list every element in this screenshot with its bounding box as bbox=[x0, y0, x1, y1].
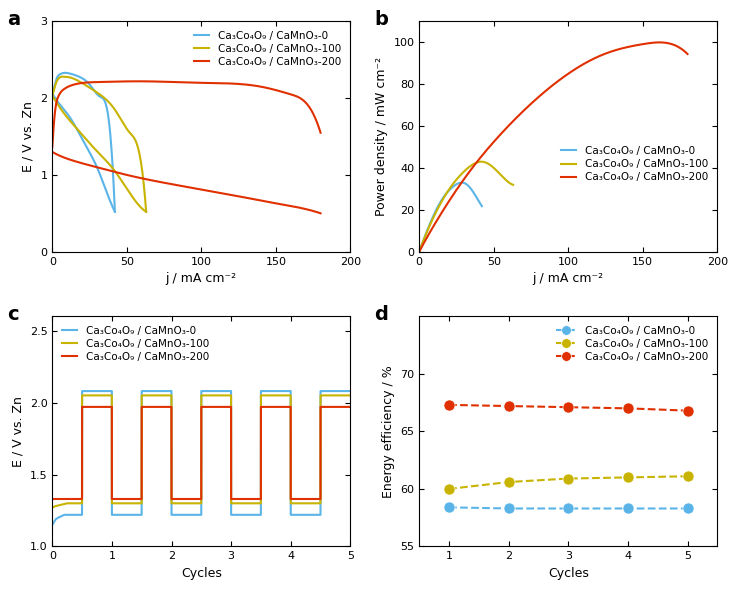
Legend: Ca₃Co₄O₉ / CaMnO₃-0, Ca₃Co₄O₉ / CaMnO₃-100, Ca₃Co₄O₉ / CaMnO₃-200: Ca₃Co₄O₉ / CaMnO₃-0, Ca₃Co₄O₉ / CaMnO₃-1… bbox=[556, 142, 712, 187]
Legend: Ca₃Co₄O₉ / CaMnO₃-0, Ca₃Co₄O₉ / CaMnO₃-100, Ca₃Co₄O₉ / CaMnO₃-200: Ca₃Co₄O₉ / CaMnO₃-0, Ca₃Co₄O₉ / CaMnO₃-1… bbox=[58, 322, 213, 366]
Legend: Ca₃Co₄O₉ / CaMnO₃-0, Ca₃Co₄O₉ / CaMnO₃-100, Ca₃Co₄O₉ / CaMnO₃-200: Ca₃Co₄O₉ / CaMnO₃-0, Ca₃Co₄O₉ / CaMnO₃-1… bbox=[551, 322, 712, 366]
Y-axis label: Power density / mW cm⁻²: Power density / mW cm⁻² bbox=[375, 57, 388, 216]
X-axis label: Cycles: Cycles bbox=[181, 567, 222, 580]
Text: c: c bbox=[7, 305, 19, 324]
X-axis label: Cycles: Cycles bbox=[548, 567, 589, 580]
Y-axis label: E / V vs. Zn: E / V vs. Zn bbox=[11, 396, 24, 467]
Legend: Ca₃Co₄O₉ / CaMnO₃-0, Ca₃Co₄O₉ / CaMnO₃-100, Ca₃Co₄O₉ / CaMnO₃-200: Ca₃Co₄O₉ / CaMnO₃-0, Ca₃Co₄O₉ / CaMnO₃-1… bbox=[190, 27, 345, 72]
Text: b: b bbox=[375, 10, 389, 29]
Y-axis label: Energy efficiency / %: Energy efficiency / % bbox=[382, 365, 395, 498]
Y-axis label: E / V vs. Zn: E / V vs. Zn bbox=[21, 101, 35, 172]
X-axis label: j / mA cm⁻²: j / mA cm⁻² bbox=[166, 272, 237, 285]
X-axis label: j / mA cm⁻²: j / mA cm⁻² bbox=[533, 272, 604, 285]
Text: a: a bbox=[7, 10, 21, 29]
Text: d: d bbox=[375, 305, 389, 324]
